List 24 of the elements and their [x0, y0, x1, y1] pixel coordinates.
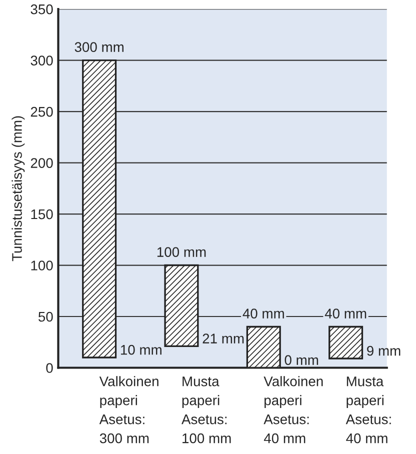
y-tick-label: 150	[31, 209, 53, 220]
x-tick-label: Musta paperi Asetus: 100 mm	[182, 376, 231, 444]
y-tick-label: 300	[30, 56, 53, 66]
y-tick-label: 200	[30, 158, 53, 168]
data-label: 40 mm	[242, 308, 284, 318]
y-tick-label: 0	[46, 363, 53, 373]
y-tick-label: 250	[30, 106, 53, 117]
y-tick-label: 100	[31, 260, 53, 270]
x-tick-label: Musta paperi Asetus: 40 mm	[346, 376, 391, 444]
y-tick-label: 350	[30, 4, 53, 14]
annotation: 9 mm	[367, 346, 400, 356]
x-tick-label: Valkoinen paperi Asetus: 300 mm	[99, 376, 158, 444]
bar	[328, 326, 364, 360]
y-axis-title: Tunnistusetäisyys (mm)	[12, 116, 25, 262]
data-label: 40 mm	[324, 308, 366, 318]
annotation: 0 mm	[284, 355, 318, 365]
annotation: 10 mm	[120, 344, 162, 355]
bar	[82, 59, 117, 358]
y-tick-label: 50	[38, 312, 53, 322]
bar	[164, 264, 199, 348]
data-label: 100 mm	[157, 247, 206, 257]
x-tick-label: Valkoinen paperi Asetus: 40 mm	[264, 376, 323, 444]
annotation: 21 mm	[202, 334, 244, 344]
data-label: 300 mm	[74, 42, 124, 52]
